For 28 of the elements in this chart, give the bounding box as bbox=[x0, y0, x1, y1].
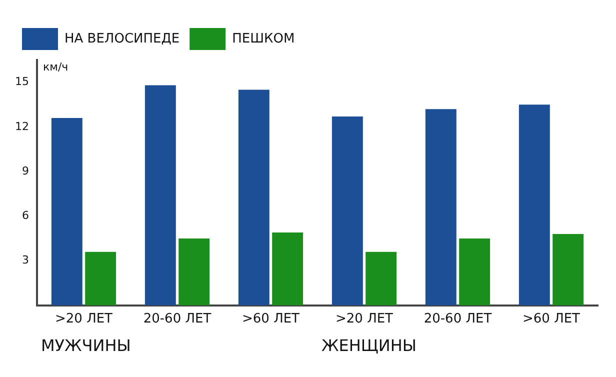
text: МУЖЧИНЫ bbox=[40, 336, 131, 356]
legend-label: НА ВЕЛОСИПЕДЕ bbox=[64, 31, 180, 46]
bar bbox=[238, 90, 270, 306]
y-axis-title: км/ч bbox=[42, 60, 68, 74]
x-tick-label: >20 ЛЕТ bbox=[336, 312, 394, 327]
y-tick-label: 15 bbox=[14, 75, 29, 88]
y-tick-label: 12 bbox=[14, 120, 29, 133]
bar bbox=[178, 238, 210, 306]
x-tick-label: >60 ЛЕТ bbox=[522, 312, 580, 327]
bar bbox=[518, 104, 550, 306]
bar bbox=[144, 85, 176, 306]
bar bbox=[51, 118, 82, 306]
bar bbox=[459, 238, 490, 306]
x-tick-label: >60 ЛЕТ bbox=[242, 312, 300, 327]
x-tick-label: 20-60 ЛЕТ bbox=[143, 312, 212, 327]
bar bbox=[366, 252, 397, 306]
x-tick-label: >20 ЛЕТ bbox=[54, 312, 113, 327]
y-tick-label: 6 bbox=[22, 209, 29, 222]
bar bbox=[552, 234, 584, 306]
y-tick-label: 3 bbox=[22, 254, 29, 267]
legend-label: ПЕШКОМ bbox=[232, 31, 295, 46]
bar bbox=[425, 109, 456, 306]
bar bbox=[272, 232, 304, 306]
y-tick-label: 9 bbox=[22, 164, 29, 178]
text: ЖЕНЩИНЫ bbox=[322, 336, 416, 356]
bar bbox=[332, 116, 363, 306]
bar bbox=[85, 252, 116, 306]
x-tick-label: 20-60 ЛЕТ bbox=[424, 312, 492, 327]
